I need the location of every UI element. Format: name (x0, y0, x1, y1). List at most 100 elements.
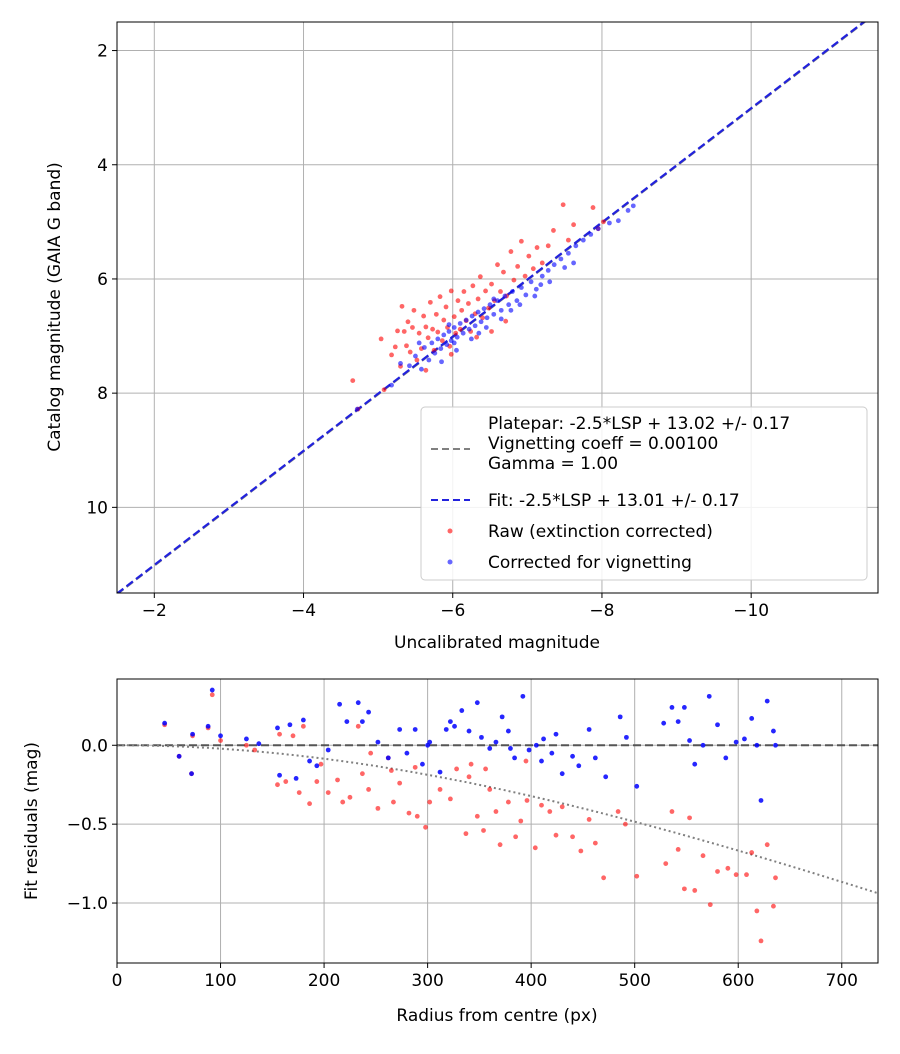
bottom-axes-frame (116, 678, 879, 964)
residual-raw-point (622, 821, 628, 827)
top-lines (117, 22, 867, 593)
bottom-x-tick-label: 0 (112, 971, 123, 991)
corrected-point (545, 267, 551, 273)
corrected-point (398, 361, 403, 366)
residual-corrected-point (526, 747, 532, 753)
corrected-point (419, 366, 424, 372)
raw-point (522, 273, 528, 279)
residual-corrected-point (385, 755, 391, 761)
raw-point (389, 352, 394, 358)
bottom-x-tick-label: 400 (515, 971, 547, 991)
raw-point (427, 299, 433, 305)
raw-point (539, 260, 545, 266)
residual-raw-point (412, 764, 418, 770)
residual-raw-point (771, 903, 776, 909)
raw-point (459, 307, 465, 313)
corrected-point (502, 293, 508, 299)
residual-corrected-point (742, 736, 747, 742)
raw-point (480, 315, 485, 321)
corrected-point (426, 357, 432, 363)
residual-corrected-point (512, 755, 517, 761)
corrected-point (457, 321, 463, 326)
fit-line (117, 22, 866, 593)
residual-raw-point (601, 875, 607, 881)
corrected-point (475, 309, 481, 315)
legend-raw-marker (447, 528, 453, 534)
corrected-point (547, 279, 553, 285)
raw-point (405, 319, 411, 325)
top-y-tick-label: 10 (86, 498, 108, 518)
bottom-y-tick-label: 0.0 (81, 736, 108, 756)
residual-raw-point (483, 766, 488, 772)
residual-corrected-point (420, 761, 425, 767)
legend-platepar-line2: Vignetting coeff = 0.00100 (488, 434, 718, 454)
bottom-y-axis-label: Fit residuals (mag) (22, 742, 42, 900)
residual-corrected-point (314, 763, 320, 769)
residual-corrected-point (617, 714, 623, 720)
residual-raw-point (497, 842, 503, 848)
residual-corrected-point (675, 719, 681, 724)
corrected-point (508, 307, 514, 313)
residual-raw-point (725, 865, 731, 871)
residual-raw-point (296, 790, 302, 795)
top-y-axis-label: Catalog magnitude (GAIA G band) (45, 162, 65, 452)
residual-raw-point (615, 809, 621, 814)
corrected-point (539, 273, 545, 279)
raw-point (435, 329, 441, 335)
residual-raw-point (347, 794, 353, 800)
residual-corrected-point (754, 742, 760, 748)
residual-raw-point (388, 768, 394, 773)
residual-corrected-point (300, 717, 306, 723)
residual-corrected-point (366, 709, 371, 715)
legend-platepar-line1: Platepar: -2.5*LSP + 13.02 +/- 0.17 (488, 414, 790, 434)
residual-corrected-point (723, 755, 729, 761)
raw-point (451, 314, 457, 320)
residual-corrected-point (771, 728, 776, 734)
residual-corrected-point (447, 719, 453, 724)
residual-corrected-point (218, 733, 223, 739)
raw-point (416, 330, 422, 336)
corrected-point (441, 332, 447, 338)
legend-raw-label: Raw (extinction corrected) (488, 522, 713, 542)
residual-corrected-point (592, 755, 598, 761)
residual-raw-point (578, 848, 584, 854)
residual-raw-point (524, 798, 530, 803)
residual-raw-point (244, 742, 249, 748)
corrected-point (476, 330, 482, 336)
residual-corrected-point (325, 747, 331, 753)
raw-point (483, 288, 488, 294)
residual-corrected-point (176, 753, 182, 759)
residual-raw-point (209, 692, 215, 698)
residual-raw-point (487, 787, 493, 792)
top-y-tick-label: 2 (97, 42, 108, 62)
raw-point (518, 238, 524, 244)
corrected-point (571, 260, 576, 266)
residual-raw-point (355, 723, 361, 729)
raw-point (425, 335, 431, 341)
residual-raw-point (749, 850, 755, 855)
raw-point (433, 311, 439, 317)
corrected-point (429, 340, 435, 346)
residual-corrected-point (293, 776, 299, 781)
residual-raw-point (275, 782, 280, 788)
legend-fit-label: Fit: -2.5*LSP + 13.01 +/- 0.17 (488, 491, 740, 511)
corrected-point (460, 330, 466, 336)
corrected-point (517, 302, 523, 308)
corrected-point (565, 250, 571, 256)
residual-corrected-point (749, 716, 755, 721)
corrected-point (454, 347, 459, 353)
residual-raw-point (547, 809, 553, 814)
residual-raw-point (300, 723, 306, 729)
corrected-point (463, 317, 469, 323)
corrected-point (481, 306, 487, 312)
residual-corrected-point (758, 798, 764, 803)
residual-raw-point (773, 875, 778, 881)
bottom-x-tick-label: 600 (722, 971, 754, 991)
legend: Platepar: -2.5*LSP + 13.02 +/- 0.17 Vign… (420, 406, 868, 581)
residual-corrected-point (586, 727, 592, 732)
raw-point (350, 378, 356, 383)
residual-raw-point (468, 761, 474, 767)
residual-corrected-point (487, 746, 493, 751)
residual-corrected-point (209, 687, 215, 693)
residual-corrected-point (474, 700, 480, 706)
